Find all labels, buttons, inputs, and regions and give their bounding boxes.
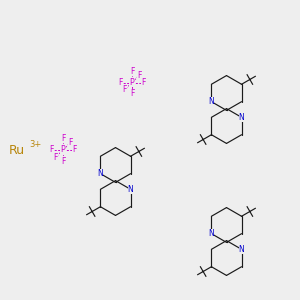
Text: N: N	[128, 185, 134, 194]
Text: F: F	[72, 146, 76, 154]
Text: P: P	[130, 78, 134, 87]
Text: F: F	[137, 70, 142, 80]
Text: F: F	[61, 134, 65, 143]
Text: F: F	[50, 146, 54, 154]
Text: F: F	[68, 138, 73, 147]
Text: N: N	[239, 245, 244, 254]
Text: F: F	[118, 78, 123, 87]
Text: F: F	[122, 85, 127, 94]
Text: 3+: 3+	[29, 140, 42, 149]
Text: F: F	[130, 67, 134, 76]
Text: N: N	[208, 229, 214, 238]
Text: Ru: Ru	[9, 143, 25, 157]
Text: F: F	[130, 89, 134, 98]
Text: F: F	[141, 78, 146, 87]
Text: N: N	[98, 169, 103, 178]
Text: F: F	[53, 153, 58, 162]
Text: N: N	[208, 97, 214, 106]
Text: N: N	[239, 113, 244, 122]
Text: F: F	[61, 157, 65, 166]
Text: P: P	[61, 146, 65, 154]
